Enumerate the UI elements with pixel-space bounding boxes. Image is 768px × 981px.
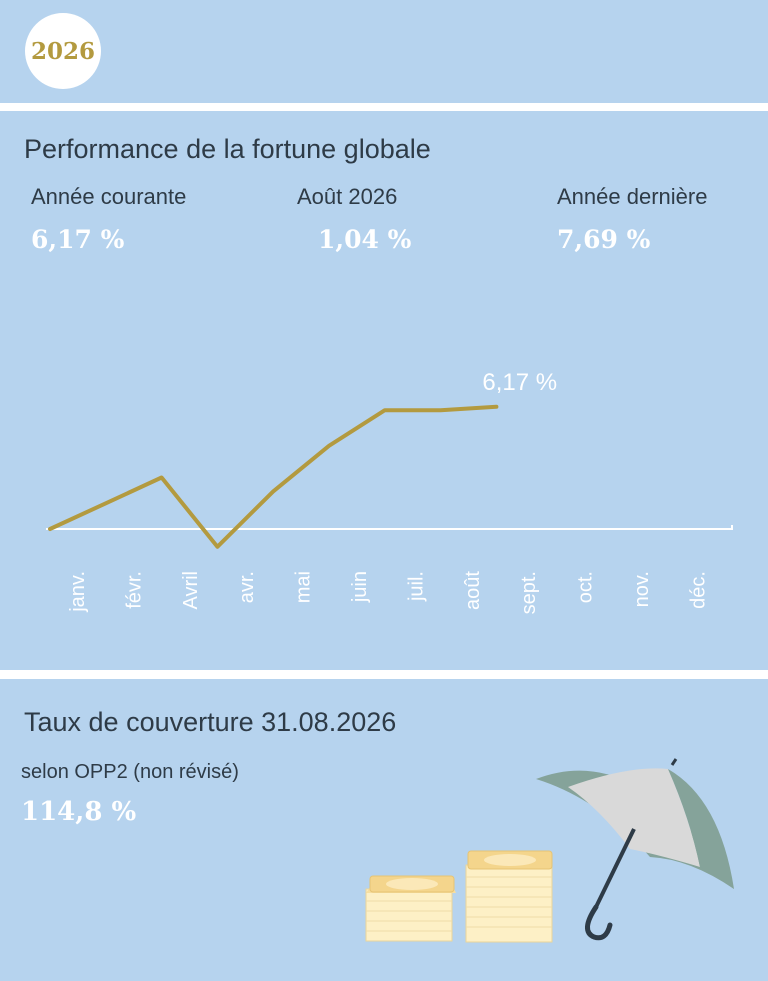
month-tick-label: mai xyxy=(293,571,315,603)
coverage-panel: Taux de couverture 31.08.2026 selon OPP2… xyxy=(0,679,768,981)
month-tick-label: Avril xyxy=(180,571,202,610)
month-tick-label: oct. xyxy=(575,571,597,603)
month-tick-label: juil. xyxy=(405,571,427,602)
coverage-subtitle: selon OPP2 (non révisé) xyxy=(21,761,239,783)
coin-stack-icon xyxy=(465,850,553,943)
umbrella-icon xyxy=(536,758,734,941)
month-tick-label: août xyxy=(462,571,484,610)
month-tick-label: juin xyxy=(349,571,371,603)
performance-title: Performance de la fortune globale xyxy=(24,134,431,164)
coverage-title: Taux de couverture 31.08.2026 xyxy=(24,707,397,737)
month-tick-label: janv. xyxy=(67,571,89,613)
coverage-value: 114,8 % xyxy=(21,797,137,827)
month-tick-label: nov. xyxy=(631,571,653,607)
month-tick-label: déc. xyxy=(687,571,709,609)
header-band: 2026 xyxy=(0,0,768,103)
performance-panel: Performance de la fortune globale Année … xyxy=(0,111,768,670)
series-line xyxy=(48,404,499,549)
year-badge: 2026 xyxy=(25,13,101,89)
stat-label-last-year: Année dernière xyxy=(557,184,708,209)
stat-value-last-year: 7,69 % xyxy=(557,225,651,254)
month-tick-label: févr. xyxy=(123,571,145,609)
coverage-illustration xyxy=(365,758,734,943)
stat-label-month: Août 2026 xyxy=(297,184,398,209)
month-tick-label: sept. xyxy=(518,571,540,614)
stat-value-current-year: 6,17 % xyxy=(31,225,125,254)
stat-value-month: 1,04 % xyxy=(318,225,412,254)
performance-chart: 6,17 % janv. févr. Avril avr. mai juin juil. aoû… xyxy=(46,369,733,614)
end-value-label: 6,17 % xyxy=(482,369,557,396)
month-tick-label: avr. xyxy=(236,571,258,603)
coin-stack-icon xyxy=(365,875,456,942)
stat-label-current-year: Année courante xyxy=(31,184,187,209)
